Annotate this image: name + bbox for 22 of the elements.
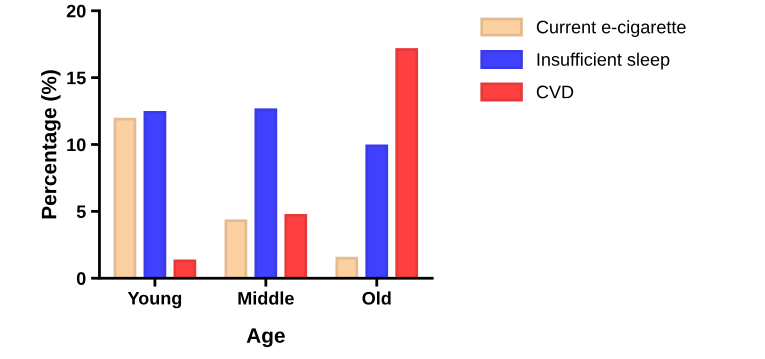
- legend-label: Current e-cigarette: [536, 20, 686, 38]
- bar: [395, 48, 418, 278]
- y-tick-label: 15: [67, 72, 86, 84]
- x-tick-label: Old: [362, 291, 391, 305]
- bar: [335, 256, 358, 278]
- bar: [144, 111, 166, 278]
- bar: [365, 144, 388, 278]
- bar: [114, 118, 136, 278]
- y-tick-label: 20: [66, 4, 86, 18]
- bar: [284, 214, 308, 278]
- x-axis-title: Age: [246, 328, 285, 348]
- y-tick-label: 5: [76, 205, 86, 218]
- bar: [254, 108, 278, 278]
- x-tick-label: Young: [128, 292, 182, 308]
- legend-label: Insufficient sleep: [538, 52, 670, 70]
- legend-label: CVD: [536, 86, 574, 98]
- y-tick-label: 10: [67, 138, 86, 152]
- bar: [224, 219, 248, 278]
- y-axis-title: Percentage (%): [41, 70, 61, 218]
- y-tick-label: 0: [76, 272, 86, 285]
- bar: [173, 259, 196, 278]
- x-tick-label: Middle: [238, 291, 294, 305]
